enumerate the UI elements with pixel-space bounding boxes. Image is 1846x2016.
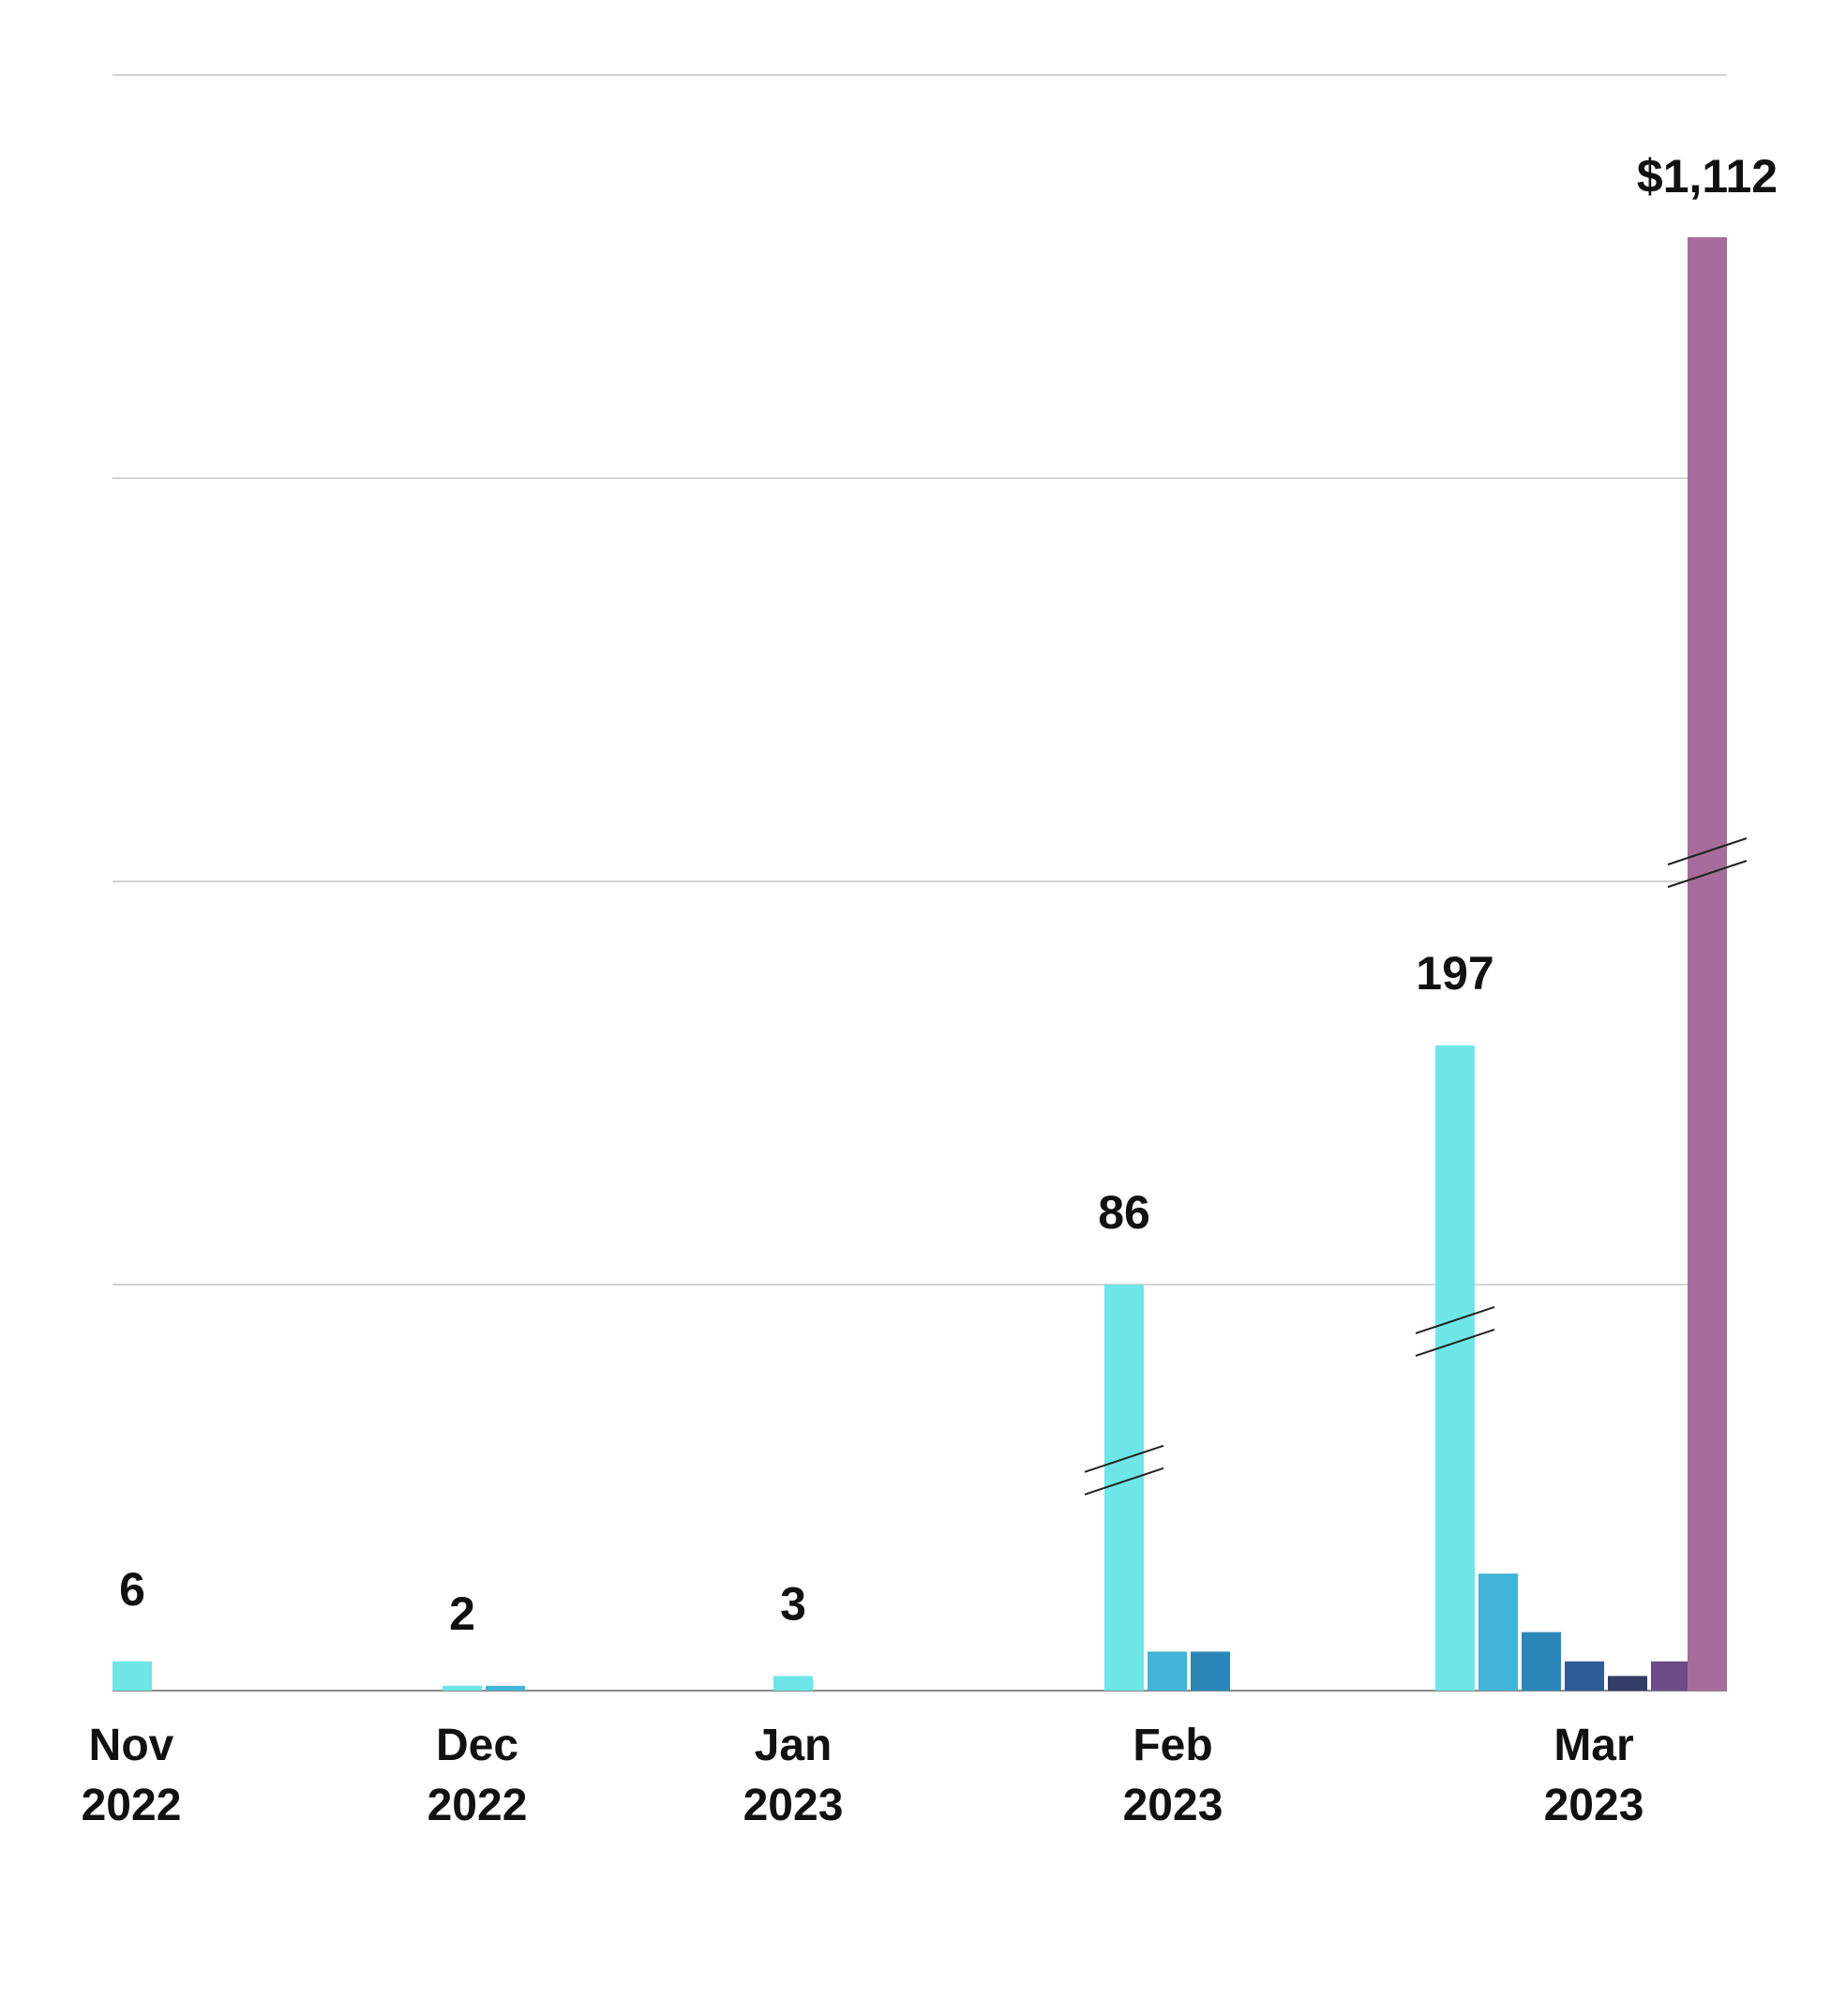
axis-break-mark bbox=[1415, 1329, 1495, 1357]
x-tick-year-3: 2023 bbox=[1123, 1781, 1223, 1830]
x-tick-month-1: Dec bbox=[436, 1721, 518, 1770]
bar-3-1 bbox=[1148, 1651, 1187, 1691]
x-tick-year-1: 2022 bbox=[428, 1781, 528, 1830]
bar-4-1 bbox=[1478, 1573, 1518, 1691]
bars bbox=[113, 237, 1727, 1691]
value-label-2: 3 bbox=[780, 1577, 806, 1630]
axis-break-mark bbox=[1415, 1306, 1495, 1334]
gridlines bbox=[113, 74, 1727, 1692]
bar-4-3 bbox=[1565, 1661, 1604, 1691]
x-tick-year-2: 2023 bbox=[743, 1781, 844, 1830]
axis-break-mark bbox=[1667, 860, 1748, 888]
x-tick-year-0: 2022 bbox=[82, 1781, 182, 1830]
bar-4-0 bbox=[1435, 1046, 1475, 1691]
value-label-4: 197 bbox=[1416, 947, 1493, 1000]
bar-0-0 bbox=[113, 1661, 152, 1691]
value-label-0: 6 bbox=[119, 1563, 145, 1616]
axis-breaks bbox=[1084, 837, 1748, 1496]
bar-3-0 bbox=[1104, 1285, 1144, 1691]
bar-1-0 bbox=[443, 1685, 482, 1691]
bar-4-5 bbox=[1651, 1661, 1690, 1691]
value-label-1: 2 bbox=[449, 1587, 475, 1640]
bar-4-4 bbox=[1608, 1676, 1647, 1691]
labels: 6 Nov 2022 2 Dec 2022 3 Jan 2023 86 Feb 2023 197 Mar 2… bbox=[82, 150, 1778, 1830]
axis-break-mark bbox=[1084, 1444, 1164, 1473]
bar-3-2 bbox=[1191, 1651, 1230, 1691]
x-tick-month-2: Jan bbox=[755, 1721, 833, 1770]
x-tick-month-4: Mar bbox=[1553, 1721, 1633, 1770]
x-tick-month-3: Feb bbox=[1133, 1721, 1212, 1770]
axis-break-mark bbox=[1084, 1467, 1164, 1496]
bar-5-0 bbox=[1688, 237, 1727, 1691]
bar-1-1 bbox=[486, 1685, 525, 1691]
x-tick-month-0: Nov bbox=[89, 1721, 174, 1770]
x-tick-year-4: 2023 bbox=[1544, 1781, 1644, 1830]
value-label-5: $1,112 bbox=[1637, 150, 1778, 203]
axis-break-mark bbox=[1667, 837, 1748, 865]
bar-2-0 bbox=[773, 1676, 813, 1691]
value-label-3: 86 bbox=[1098, 1186, 1150, 1239]
bar-4-2 bbox=[1522, 1632, 1561, 1691]
